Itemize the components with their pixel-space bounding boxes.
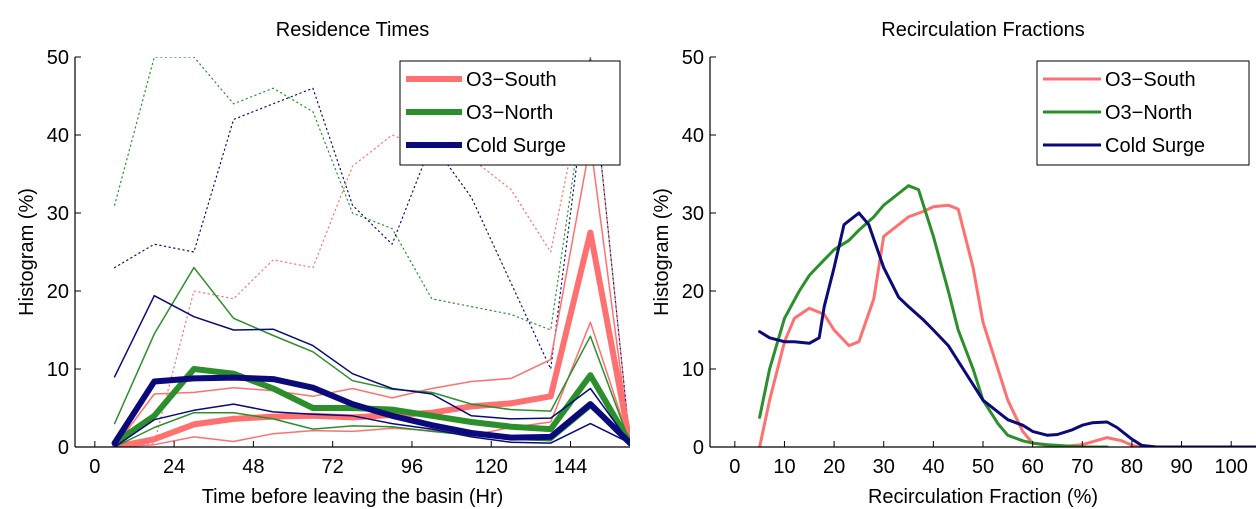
x-tick-label: 72: [322, 456, 344, 478]
chart-title: Residence Times: [276, 19, 429, 41]
y-tick-label: 0: [58, 437, 69, 459]
y-tick-label: 20: [682, 281, 704, 303]
series-line: [113, 403, 630, 447]
x-tick-label: 30: [873, 456, 895, 478]
x-tick-label: 90: [1170, 456, 1192, 478]
x-tick-label: 100: [1214, 456, 1247, 478]
series-line: [113, 57, 630, 444]
y-tick-label: 10: [47, 359, 69, 381]
y-axis-label: Histogram (%): [16, 188, 38, 316]
plot-area: [111, 57, 630, 447]
legend: O3−South O3−North Cold Surge: [399, 60, 621, 166]
y-tick-label: 20: [47, 281, 69, 303]
series-line: [113, 407, 630, 447]
legend-label: O3−South: [466, 69, 557, 91]
y-tick-label: 30: [47, 203, 69, 225]
x-tick-label: 144: [554, 456, 587, 478]
y-axis-label: Histogram (%): [651, 188, 673, 316]
legend-label: O3−South: [1105, 69, 1196, 91]
series-line: [113, 266, 630, 444]
x-tick-label: 24: [163, 456, 185, 478]
x-tick-label: 60: [1022, 456, 1044, 478]
x-tick-label: 50: [972, 456, 994, 478]
y-tick-label: 10: [682, 359, 704, 381]
y-tick-label: 0: [693, 437, 704, 459]
legend-label: Cold Surge: [466, 135, 566, 157]
x-tick-label: 20: [823, 456, 845, 478]
legend-label: Cold Surge: [1105, 135, 1205, 157]
series-line: [113, 142, 630, 447]
x-tick-label: 0: [729, 456, 740, 478]
chart-title: Recirculation Fractions: [881, 19, 1084, 41]
y-tick-label: 30: [682, 203, 704, 225]
x-tick-label: 0: [89, 456, 100, 478]
legend: O3−South O3−North Cold Surge: [1036, 60, 1250, 166]
legend-label: O3−North: [1105, 102, 1192, 124]
x-tick-label: 48: [242, 456, 264, 478]
recirculation-fractions-panel: Recirculation Fractions Recirculation Fra…: [651, 19, 1256, 508]
series-line-o3-north: [758, 184, 1109, 447]
x-tick-label: 120: [475, 456, 508, 478]
plot-area: [758, 184, 1256, 447]
y-tick-label: 40: [47, 125, 69, 147]
y-tick-label: 50: [682, 47, 704, 69]
series-line: [113, 57, 630, 447]
x-tick-label: 96: [401, 456, 423, 478]
series-line: [113, 57, 630, 444]
x-tick-label: 40: [922, 456, 944, 478]
series-line: [113, 294, 630, 444]
x-tick-label: 70: [1071, 456, 1093, 478]
x-tick-label: 80: [1121, 456, 1143, 478]
series-line: [113, 321, 630, 447]
x-axis-label: Recirculation Fraction (%): [868, 486, 1098, 508]
x-axis-label: Time before leaving the basin (Hr): [202, 486, 504, 508]
legend-label: O3−North: [466, 102, 553, 124]
x-tick-label: 10: [773, 456, 795, 478]
y-tick-label: 40: [682, 125, 704, 147]
series-line-cold-surge: [111, 374, 630, 447]
series-line-o3-south: [758, 203, 1256, 447]
series-line-o3-south: [111, 229, 630, 447]
y-tick-label: 50: [47, 47, 69, 69]
series-line-cold-surge: [758, 211, 1256, 447]
residence-times-panel: Residence Times Time before leaving the b…: [16, 19, 630, 508]
